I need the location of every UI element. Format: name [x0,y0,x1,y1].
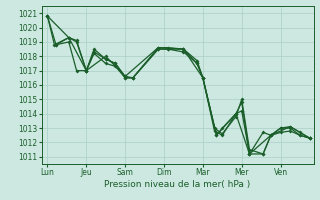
X-axis label: Pression niveau de la mer( hPa ): Pression niveau de la mer( hPa ) [104,180,251,189]
